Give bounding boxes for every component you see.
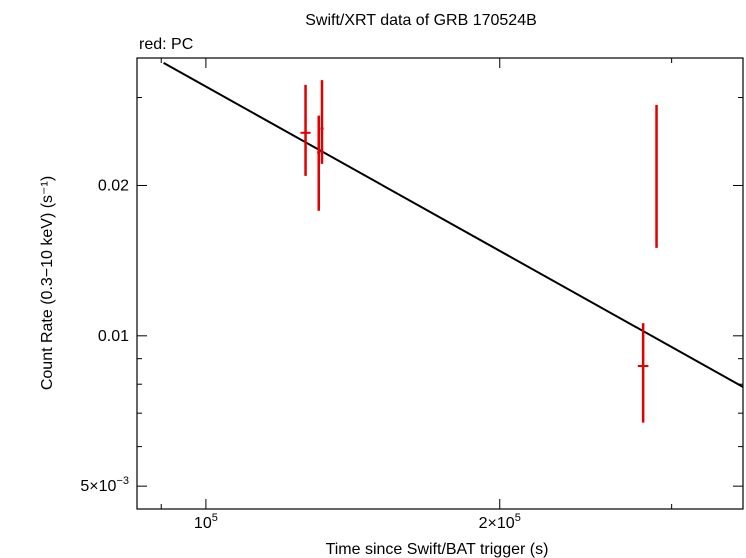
data-point — [320, 80, 324, 164]
model-layer — [163, 62, 743, 388]
plot-frame — [136, 57, 744, 510]
y-tick-label-mantissa: 0.02 — [98, 177, 129, 194]
y-axis-label: Count Rate (0.3−10 keV) (s⁻¹) — [39, 176, 56, 390]
chart-title: Swift/XRT data of GRB 170524B — [305, 12, 537, 29]
x-tick-label-exponent: 5 — [515, 512, 521, 524]
y-tick-label: 0.02 — [98, 177, 129, 194]
y-tick-label-mantissa: 5×10 — [80, 478, 116, 495]
x-tick-label-mantissa: 2×10 — [479, 515, 515, 532]
data-point — [637, 323, 649, 423]
chart-subtitle: red: PC — [139, 36, 193, 53]
x-tick-label-mantissa: 10 — [194, 515, 212, 532]
y-tick-label: 5×10−3 — [80, 475, 129, 495]
x-axis-label: Time since Swift/BAT trigger (s) — [326, 541, 549, 558]
x-tick-label: 2×105 — [479, 512, 521, 532]
y-tick-label-mantissa: 0.01 — [98, 328, 129, 345]
data-point — [300, 84, 311, 176]
model-fit-line — [163, 62, 743, 388]
data-points — [300, 80, 658, 423]
y-tick-label: 0.01 — [98, 328, 129, 345]
ticks — [137, 58, 743, 509]
x-tick-label: 105 — [194, 512, 218, 532]
data-point — [655, 104, 658, 248]
x-tick-label-exponent: 5 — [212, 512, 218, 524]
data-point — [317, 115, 321, 211]
y-tick-label-exponent: −3 — [116, 475, 129, 487]
plot-area — [163, 62, 743, 423]
